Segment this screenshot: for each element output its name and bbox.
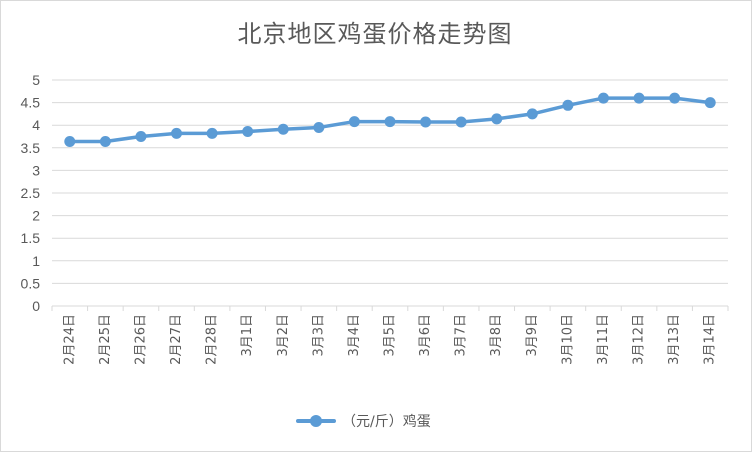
x-tick-label: 2月25日 (98, 314, 113, 365)
data-point (420, 116, 432, 128)
x-tick-label: 3月3日 (311, 314, 326, 357)
chart-title: 北京地区鸡蛋价格走势图 (237, 20, 513, 48)
data-point (277, 123, 289, 135)
legend-label: （元/斤）鸡蛋 (342, 414, 431, 430)
data-point (669, 92, 681, 104)
y-axis-ticks: 0 0.5 1 1.5 2 2.5 3 3.5 4 4.5 5 (21, 72, 41, 314)
data-point (597, 92, 609, 104)
y-tick-label: 5 (32, 72, 40, 88)
data-point (526, 108, 538, 120)
y-tick-label: 0.5 (21, 275, 41, 291)
x-tick-label: 3月11日 (596, 314, 611, 365)
x-tick-label: 3月5日 (383, 314, 398, 357)
y-tick-label: 2.5 (21, 185, 41, 201)
y-tick-label: 4 (32, 117, 40, 133)
x-tick-label: 3月12日 (632, 314, 647, 365)
x-tick-label: 3月1日 (240, 314, 255, 357)
x-tick-label: 3月9日 (525, 314, 540, 357)
data-point (704, 97, 716, 109)
y-tick-label: 1 (32, 253, 40, 269)
x-tick-label: 3月8日 (489, 314, 504, 357)
data-point (206, 127, 218, 139)
data-point (135, 131, 147, 142)
legend-marker-icon (296, 411, 336, 431)
y-tick-label: 0 (32, 298, 40, 314)
x-tick-label: 3月2日 (276, 314, 291, 357)
y-tick-label: 3 (32, 162, 40, 178)
data-point (633, 92, 645, 104)
legend: （元/斤）鸡蛋 (296, 411, 431, 431)
x-axis-ticks: 2月24日 2月25日 2月26日 2月27日 2月28日 3月1日 3月2日 3月3日 3月4… (62, 314, 717, 365)
data-point (562, 99, 574, 111)
y-tick-label: 1.5 (21, 230, 41, 246)
data-point (348, 116, 360, 128)
x-tick-label: 3月4日 (347, 314, 362, 357)
x-tick-label: 2月28日 (205, 314, 220, 365)
x-tick-label: 3月14日 (703, 314, 718, 365)
data-point (313, 121, 325, 133)
x-tick-label: 2月24日 (62, 314, 77, 365)
series-line (64, 92, 716, 147)
x-tick-label: 3月6日 (418, 314, 433, 357)
data-point (64, 135, 76, 147)
x-tick-label: 3月7日 (454, 314, 469, 357)
y-tick-label: 2 (32, 208, 40, 224)
data-point (171, 127, 183, 139)
x-tick-label: 2月26日 (133, 314, 148, 365)
data-point (491, 113, 503, 125)
gridlines (51, 79, 729, 311)
data-point (242, 126, 254, 138)
x-tick-label: 3月13日 (667, 314, 682, 365)
data-point (455, 116, 467, 128)
x-tick-label: 2月27日 (169, 314, 184, 365)
y-tick-label: 4.5 (21, 95, 41, 111)
data-point (384, 116, 396, 128)
y-tick-label: 3.5 (21, 140, 41, 156)
x-tick-label: 3月10日 (560, 314, 575, 365)
data-point (99, 135, 111, 147)
